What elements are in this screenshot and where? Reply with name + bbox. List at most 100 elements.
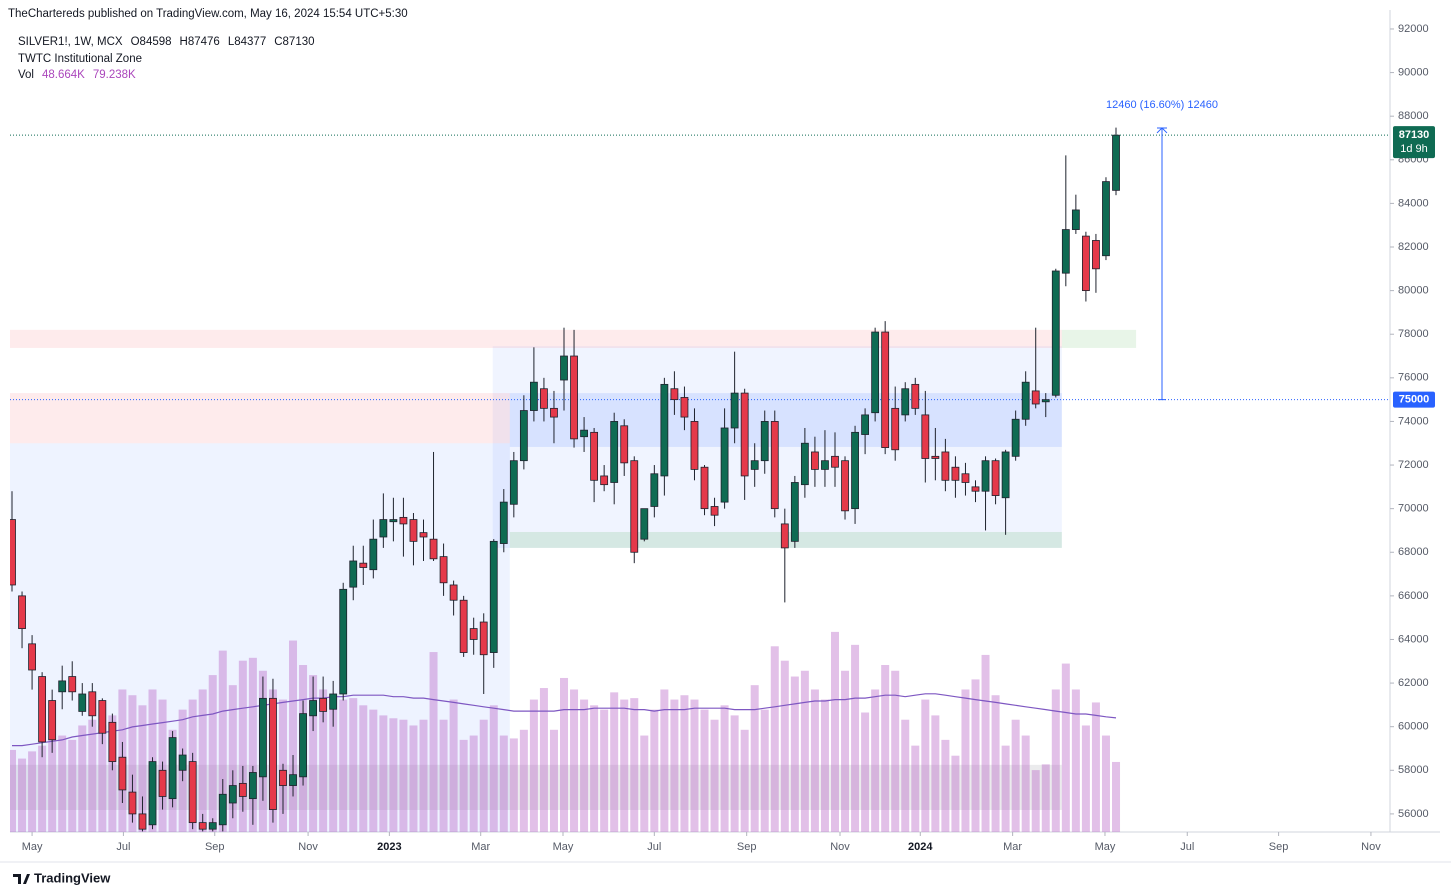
candle-body — [399, 516, 408, 525]
candle-body — [88, 691, 97, 717]
candle-body — [138, 813, 147, 830]
candle-body — [790, 482, 799, 542]
candle-body — [730, 392, 739, 429]
countdown: 1d 9h — [1400, 143, 1428, 155]
y-tick-label: 76000 — [1398, 372, 1429, 384]
candle-body — [509, 460, 518, 505]
candle-body — [580, 429, 588, 438]
candle-body — [529, 381, 538, 411]
volume-bar — [138, 705, 147, 832]
volume-bar — [108, 715, 117, 832]
volume-bar — [499, 735, 508, 832]
candle-body — [690, 421, 699, 470]
candle-body — [1001, 451, 1010, 499]
candle-body — [1081, 235, 1090, 292]
measure-arrow — [1156, 127, 1168, 134]
candle-body — [841, 460, 849, 512]
candle-body — [499, 501, 508, 544]
candle-body — [58, 680, 67, 693]
candle-body — [309, 700, 317, 717]
candle-body — [178, 754, 187, 771]
x-tick-label: Jul — [647, 841, 661, 853]
candle-body — [98, 700, 107, 734]
y-tick-label: 72000 — [1398, 459, 1429, 471]
candle-body — [560, 355, 568, 381]
candle-body — [831, 455, 839, 468]
volume-bar — [1101, 735, 1110, 832]
volume-bar — [198, 689, 207, 832]
volume-bar — [48, 738, 57, 832]
candle-body — [770, 421, 779, 510]
hline-value: 75000 — [1399, 394, 1430, 406]
candle-body — [881, 331, 890, 449]
volume-bar — [88, 719, 97, 832]
candle-body — [720, 427, 729, 503]
volume-bar — [208, 675, 217, 832]
candle-body — [650, 473, 659, 507]
y-tick-label: 70000 — [1398, 503, 1429, 515]
volume-bar — [841, 670, 850, 832]
volume-bar — [389, 718, 398, 832]
volume-bar — [911, 745, 920, 832]
candle-body — [248, 772, 257, 800]
volume-bar — [790, 676, 799, 832]
volume-bar — [891, 670, 900, 832]
volume-bar — [38, 745, 47, 832]
candle-body — [921, 414, 930, 459]
candle-body — [1031, 390, 1040, 405]
volume-bar — [720, 705, 729, 832]
volume-bar — [750, 685, 759, 832]
candle-body — [38, 676, 47, 743]
volume-bar — [399, 719, 408, 832]
candle-body — [740, 392, 749, 477]
y-tick-label: 62000 — [1398, 677, 1429, 689]
volume-bar — [1061, 663, 1070, 832]
candle-body — [931, 455, 940, 459]
candle-body — [570, 355, 578, 440]
candle-body — [479, 621, 488, 656]
volume-bar — [218, 650, 227, 832]
candle-body — [590, 431, 599, 481]
volume-bar — [660, 689, 669, 832]
volume-bar — [238, 660, 247, 832]
candle-body — [359, 562, 368, 568]
x-tick-label: 2023 — [377, 841, 401, 853]
candle-body — [851, 431, 859, 510]
candle-body — [108, 721, 117, 762]
candle-body — [680, 397, 689, 418]
candle-body — [821, 460, 829, 470]
x-tick-label: May — [22, 841, 43, 853]
candle-body — [349, 560, 358, 588]
volume-bar — [369, 709, 378, 832]
plot — [10, 127, 1390, 832]
volume-bar — [1021, 735, 1030, 832]
volume-bar — [730, 715, 739, 832]
symbol-legend: SILVER1!, 1W, MCX O84598 H87476 L84377 C8713… — [18, 36, 315, 48]
volume-bar — [600, 709, 609, 832]
candle-body — [319, 697, 328, 712]
candle-body — [971, 486, 980, 492]
candle-body — [1041, 399, 1050, 403]
volume-bar — [289, 640, 298, 832]
candle-body — [901, 388, 910, 416]
volume-bar — [449, 699, 458, 832]
candle-body — [459, 599, 468, 653]
volume-bar — [128, 695, 137, 832]
volume-bar — [68, 739, 77, 832]
symbol: SILVER1!, 1W, MCX — [18, 36, 123, 48]
volume-bar — [479, 719, 488, 832]
y-tick-label: 74000 — [1398, 415, 1429, 427]
candle-body — [660, 383, 669, 477]
candle-body — [118, 756, 127, 791]
candle-body — [299, 713, 307, 778]
volume-bar — [1051, 689, 1060, 832]
y-tick-label: 82000 — [1398, 241, 1429, 253]
volume-bar — [951, 755, 960, 832]
volume-bar — [58, 735, 67, 832]
y-tick-label: 56000 — [1398, 808, 1429, 820]
x-tick-label: May — [1095, 841, 1116, 853]
volume-bar — [1112, 761, 1121, 832]
volume-bar — [409, 725, 418, 832]
volume-bar — [580, 699, 589, 832]
candle-body — [991, 460, 1000, 496]
